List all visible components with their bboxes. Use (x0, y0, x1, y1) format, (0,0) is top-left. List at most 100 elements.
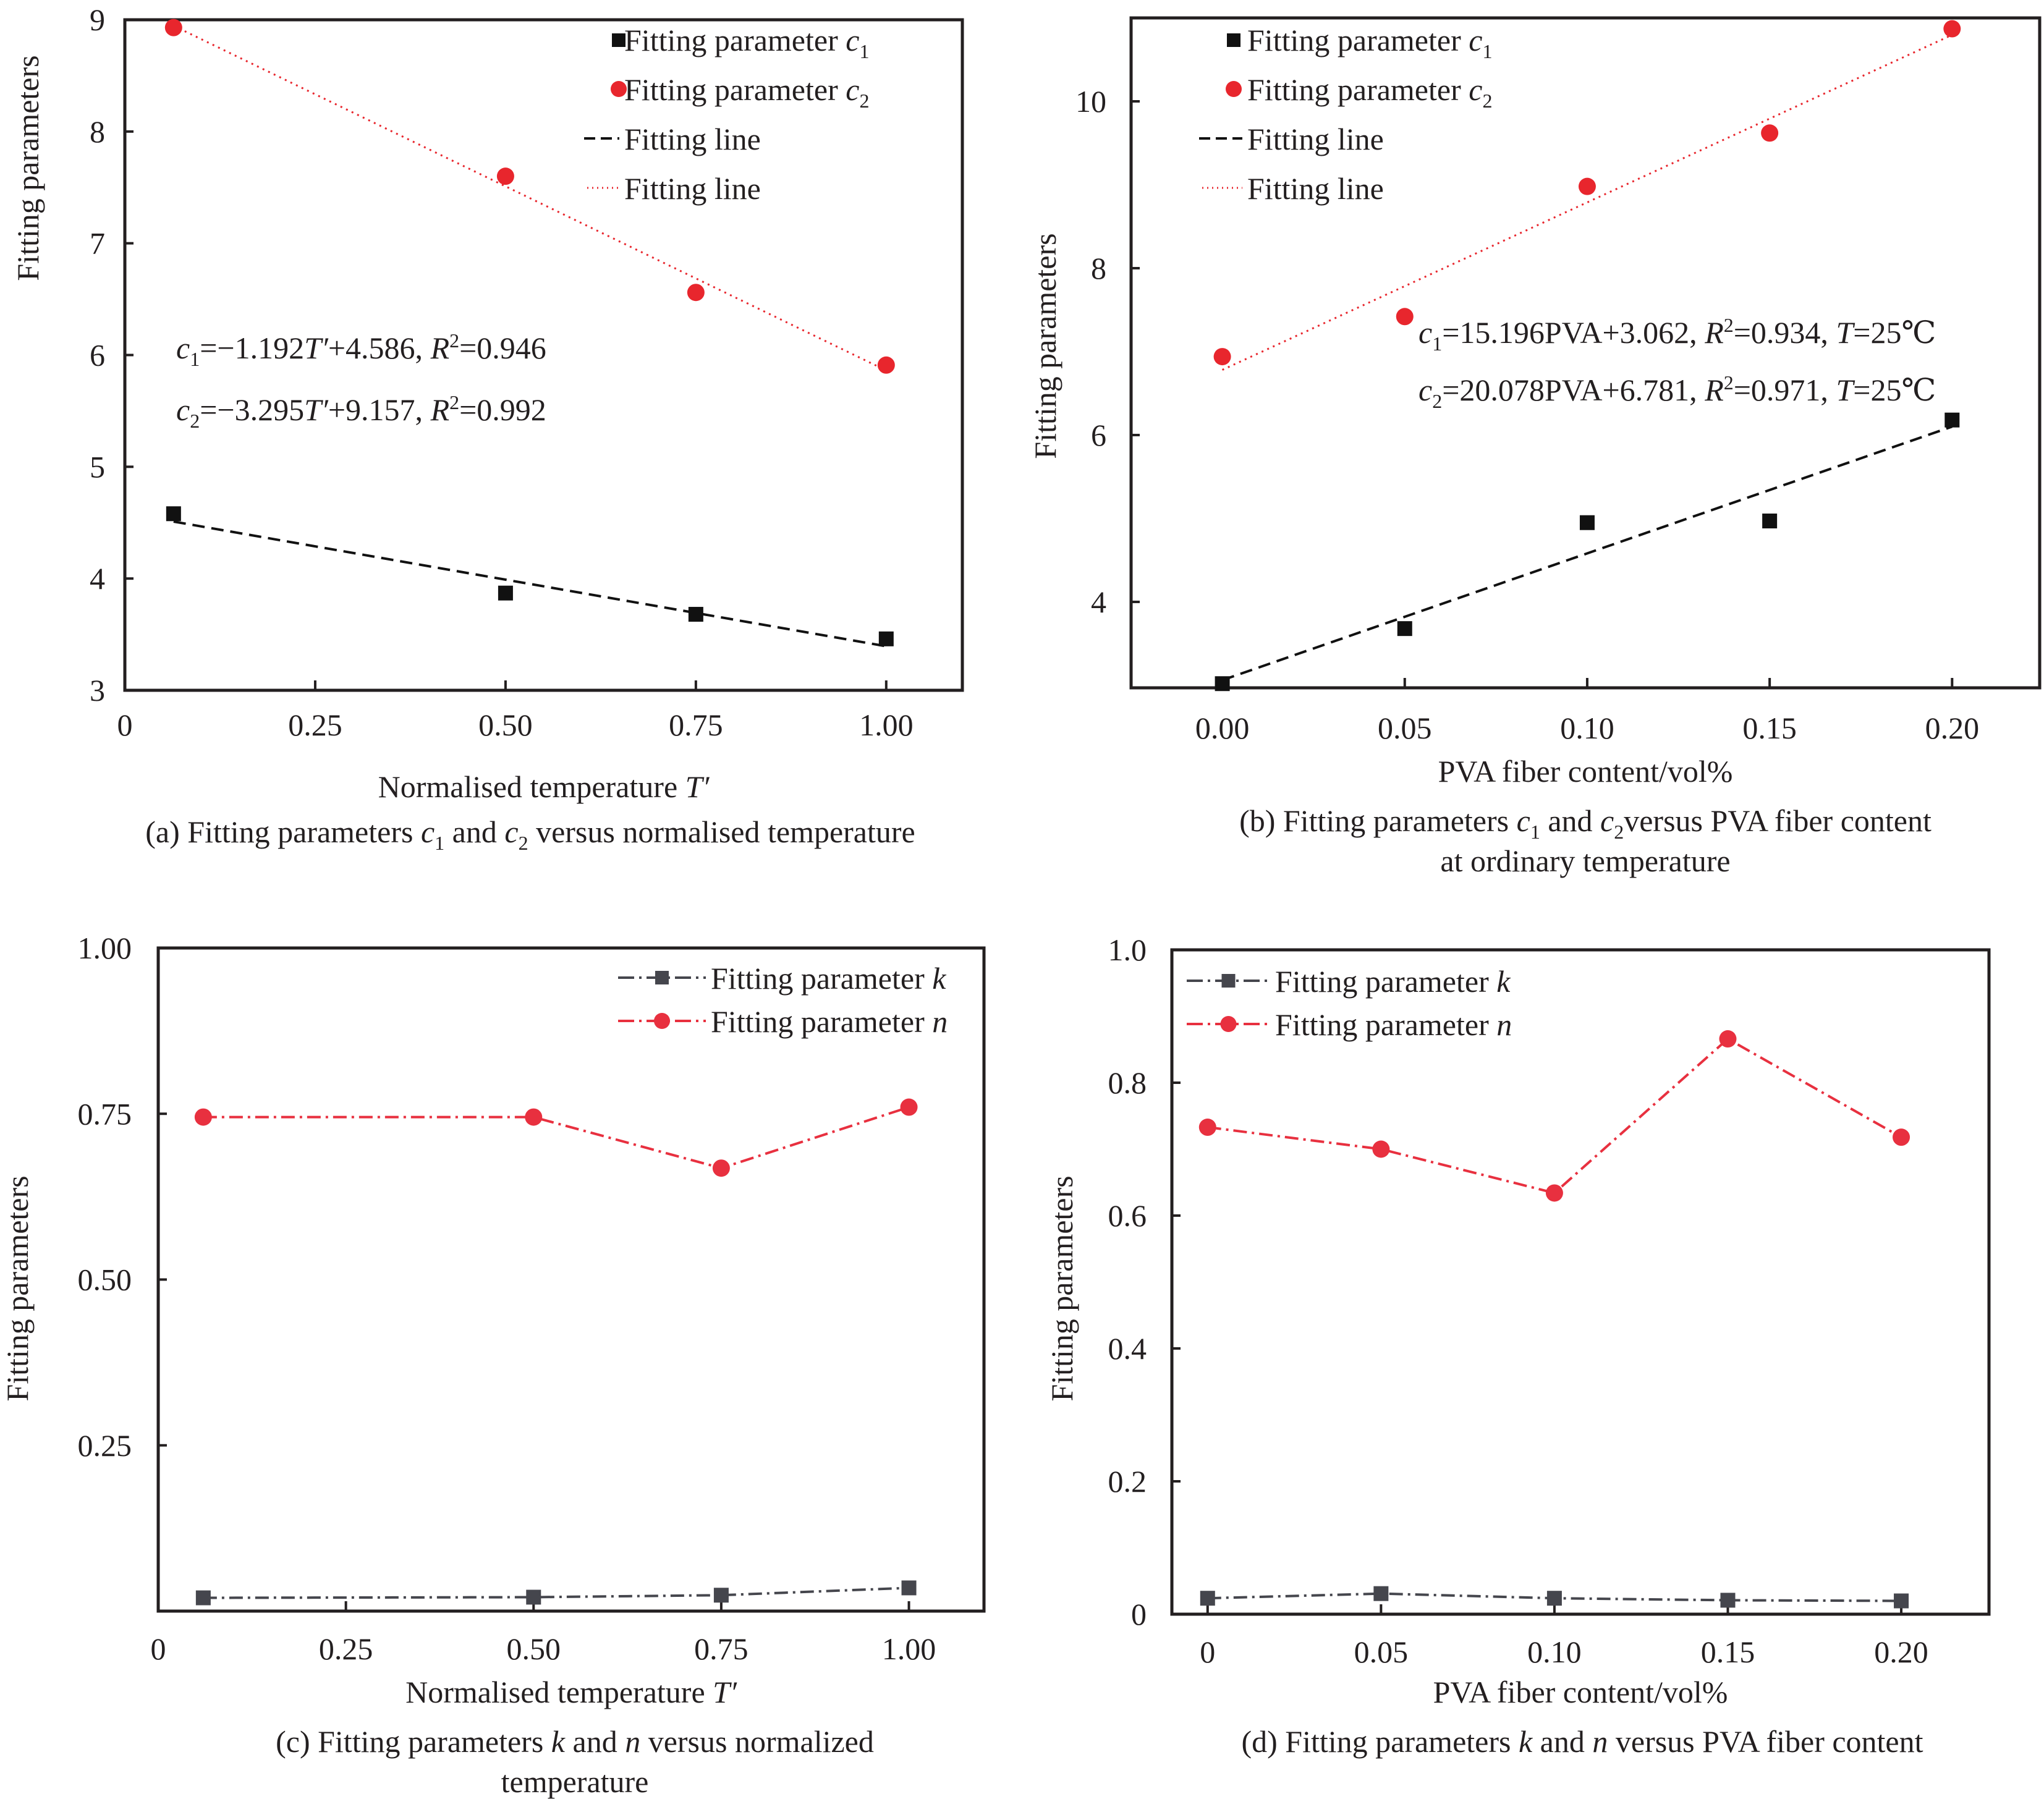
text-part: Fitting line (624, 122, 761, 156)
text-part: =15.196PVA+3.062, (1442, 315, 1705, 350)
y-tick-label: 3 (90, 673, 105, 708)
data-point-square (1762, 514, 1778, 529)
legend-label: Fitting parameter n (711, 1004, 948, 1039)
data-point-circle (164, 19, 182, 36)
x-axis-title: PVA fiber content/vol% (1438, 754, 1733, 789)
y-tick-label: 0 (1131, 1597, 1147, 1631)
text-part: =20.078PVA+6.781, (1442, 373, 1705, 407)
y-axis-title: Fitting parameters (1028, 233, 1062, 459)
y-tick-label: 0.75 (78, 1096, 132, 1131)
text-part: n (625, 1724, 640, 1759)
data-point-square (1546, 1591, 1562, 1606)
data-point-square (1373, 1586, 1389, 1601)
x-tick-label: 0.75 (694, 1631, 748, 1666)
text-part: (d) Fitting parameters (1241, 1724, 1519, 1759)
y-tick-label: 0.50 (78, 1263, 132, 1297)
y-tick-label: 0.2 (1108, 1464, 1147, 1499)
text-part: Fitting parameter (1247, 72, 1469, 107)
text-part: c (1419, 315, 1432, 350)
x-tick-label: 1.00 (882, 1631, 936, 1666)
x-axis-title: Normalised temperature T′ (378, 769, 710, 804)
x-tick-label: 0.10 (1527, 1635, 1582, 1669)
legend-label: Fitting parameter c2 (624, 72, 869, 112)
text-part: n (932, 1004, 948, 1039)
legend-label: Fitting parameter k (1275, 964, 1511, 999)
legend-label: Fitting line (624, 122, 761, 156)
y-tick-label: 0.25 (78, 1428, 132, 1463)
text-part: (c) Fitting parameters (276, 1724, 551, 1759)
text-part: T′ (304, 392, 329, 427)
text-part: versus PVA fiber content (1624, 803, 1932, 838)
fit-line-dotted (173, 25, 887, 371)
text-part: c (1419, 373, 1432, 407)
x-tick-label: 0.10 (1560, 711, 1614, 745)
text-part: +9.157, (328, 392, 431, 427)
panel-caption: (d) Fitting parameters k and n versus PV… (1241, 1724, 1923, 1759)
x-tick-label: 0.20 (1874, 1635, 1928, 1669)
data-point-circle (687, 284, 705, 302)
text-part: =0.934, (1734, 315, 1836, 350)
text-part: versus PVA fiber content (1608, 1724, 1923, 1759)
x-tick-label: 0.50 (507, 1631, 561, 1666)
text-part: =−3.295 (200, 392, 304, 427)
legend: Fitting parameter k Fitting parameter n (618, 961, 948, 1039)
text-part: k (1519, 1724, 1533, 1759)
text-part: Fitting parameter (624, 23, 846, 57)
data-point-circle (1198, 1119, 1216, 1136)
equation-annotation: c2=−3.295T′+9.157, R2=0.992 (176, 391, 546, 432)
text-part: c (421, 815, 435, 849)
text-part: 2 (1432, 390, 1442, 412)
text-part: T (1836, 315, 1855, 350)
data-point-circle (1578, 177, 1596, 195)
text-part: 2 (190, 410, 200, 432)
data-point-square (1579, 515, 1595, 530)
data-point-circle (1719, 1030, 1737, 1048)
text-part: 1 (190, 348, 200, 370)
panel-c-chart: 0 0.25 0.50 0.75 1.00 0.25 0.50 0.75 1.00 Fitting… (0, 931, 986, 1799)
y-tick-label: 6 (1091, 418, 1106, 452)
equation-annotation: c1=−1.192T′+4.586, R2=0.946 (176, 329, 546, 370)
y-tick-label: 7 (90, 226, 105, 261)
plot-frame (1170, 948, 1991, 1616)
x-axis-title: PVA fiber content/vol% (1433, 1675, 1728, 1709)
legend-square-icon (1221, 974, 1236, 988)
text-part: R (430, 392, 450, 427)
panel-caption-line2: temperature (501, 1764, 649, 1799)
data-point-circle (1893, 1128, 1910, 1146)
text-part: k (551, 1724, 566, 1759)
data-point-circle (525, 1108, 543, 1126)
text-part: versus normalised temperature (528, 815, 915, 849)
x-axis-title: Normalised temperature T′ (405, 1675, 737, 1709)
text-part: (a) Fitting parameters (145, 815, 421, 849)
legend-square-icon (1227, 33, 1240, 47)
text-part: c (1469, 72, 1482, 107)
legend-label: Fitting line (1247, 171, 1384, 206)
x-tick-label: 0.20 (1925, 711, 1980, 745)
text-part: and (1532, 1724, 1592, 1759)
data-point-square (1944, 412, 1960, 428)
data-point-square (1720, 1593, 1736, 1608)
y-tick-label: 6 (90, 338, 105, 373)
legend-label: Fitting parameter k (711, 961, 946, 996)
text-part: T (1836, 373, 1855, 407)
text-part: and (1540, 803, 1600, 838)
data-point-square (688, 607, 703, 622)
text-part: c (1469, 23, 1482, 57)
text-part: versus normalized (640, 1724, 874, 1759)
data-point-square (901, 1580, 917, 1596)
data-point-circle (1943, 20, 1961, 38)
text-part: Normalised temperature (378, 769, 685, 804)
fit-line-dashed (173, 520, 887, 648)
series-line (203, 1586, 909, 1599)
y-tick-label: 9 (90, 2, 105, 37)
data-point-square (498, 585, 513, 601)
text-part: =25℃ (1853, 373, 1936, 407)
text-part: Fitting parameter (1275, 1007, 1496, 1042)
equation-annotation: c1=15.196PVA+3.062, R2=0.934, T=25℃ (1419, 314, 1936, 355)
fit-line-dashed (1221, 425, 1953, 682)
text-part: PVA fiber content/vol% (1438, 754, 1733, 789)
x-tick-label: 0.05 (1354, 1635, 1409, 1669)
text-part: (b) Fitting parameters (1239, 803, 1517, 838)
x-tick-label: 0.50 (478, 708, 533, 742)
legend-circle-icon (1220, 1016, 1237, 1032)
